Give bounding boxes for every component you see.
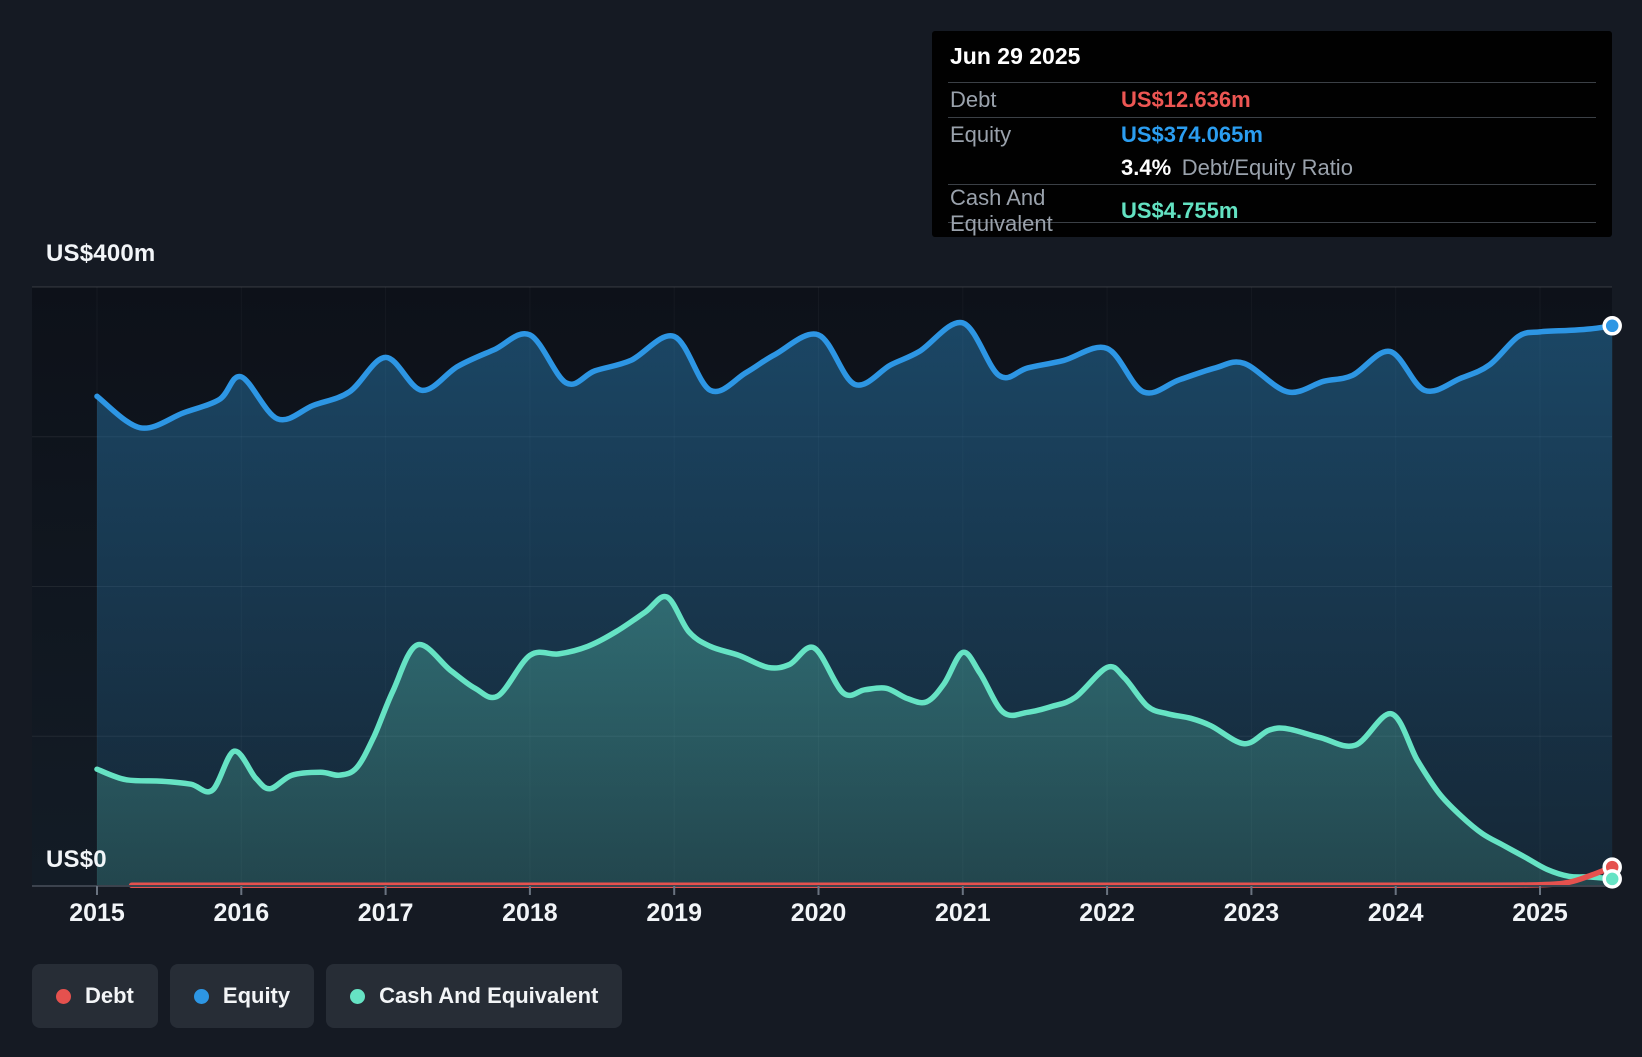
x-axis-label-2015: 2015: [69, 899, 125, 927]
tooltip-date: Jun 29 2025: [950, 43, 1081, 69]
cash-label: Cash And Equivalent: [950, 185, 1053, 236]
legend-item-debt[interactable]: Debt: [32, 964, 158, 1028]
cash-value: US$4.755m: [1121, 198, 1239, 223]
chart-legend: Debt Equity Cash And Equivalent: [32, 964, 623, 1028]
x-axis-label-2019: 2019: [646, 899, 702, 927]
x-axis-label-2024: 2024: [1367, 899, 1424, 927]
x-axis-label-2017: 2017: [357, 899, 414, 927]
y-axis-label-zero: US$0: [46, 846, 107, 873]
x-axis-label-2022: 2022: [1079, 899, 1135, 927]
x-axis-label-2020: 2020: [790, 899, 847, 927]
equity-dot-icon: [193, 988, 209, 1004]
legend-item-equity[interactable]: Equity: [169, 964, 315, 1028]
debt-label: Debt: [950, 87, 997, 112]
tooltip-row-debt: Debt US$12.636m: [932, 83, 1612, 117]
x-axis-label-2018: 2018: [502, 899, 558, 927]
cash-end-dot: [1602, 869, 1622, 889]
debt-equity-ratio: 3.4% Debt/Equity Ratio: [1121, 154, 1353, 180]
cash-line: [94, 593, 1615, 882]
tooltip-row-ratio: 3.4% Debt/Equity Ratio: [932, 151, 1612, 184]
debt-value: US$12.636m: [1121, 87, 1251, 112]
divider: [948, 222, 1596, 223]
x-axis-label-2025: 2025: [1512, 899, 1568, 927]
x-axis-label-2021: 2021: [934, 899, 991, 927]
legend-item-cash[interactable]: Cash And Equivalent: [326, 964, 623, 1028]
chart-tooltip: Jun 29 2025 Debt US$12.636m Equity US$37…: [932, 31, 1612, 237]
divider: [948, 117, 1596, 118]
x-axis-label-2016: 2016: [213, 899, 270, 927]
ratio-value: 3.4%: [1121, 154, 1172, 180]
equity-end-dot: [1602, 316, 1622, 336]
cash-area: [97, 596, 1613, 886]
equity-label: Equity: [950, 121, 1012, 147]
divider: [948, 184, 1596, 185]
divider: [948, 82, 1596, 83]
tooltip-row-equity: Equity US$374.065m: [932, 118, 1612, 151]
debt-dot-icon: [56, 988, 71, 1004]
equity-value: US$374.065m: [1121, 121, 1263, 147]
x-axis-label-2023: 2023: [1223, 899, 1280, 927]
equity-line: [94, 319, 1615, 431]
tooltip-row-cash: Cash And Equivalent US$4.755m: [932, 185, 1612, 236]
cash-dot-icon: [350, 988, 366, 1004]
y-axis-label-top: US$400m: [46, 240, 156, 267]
